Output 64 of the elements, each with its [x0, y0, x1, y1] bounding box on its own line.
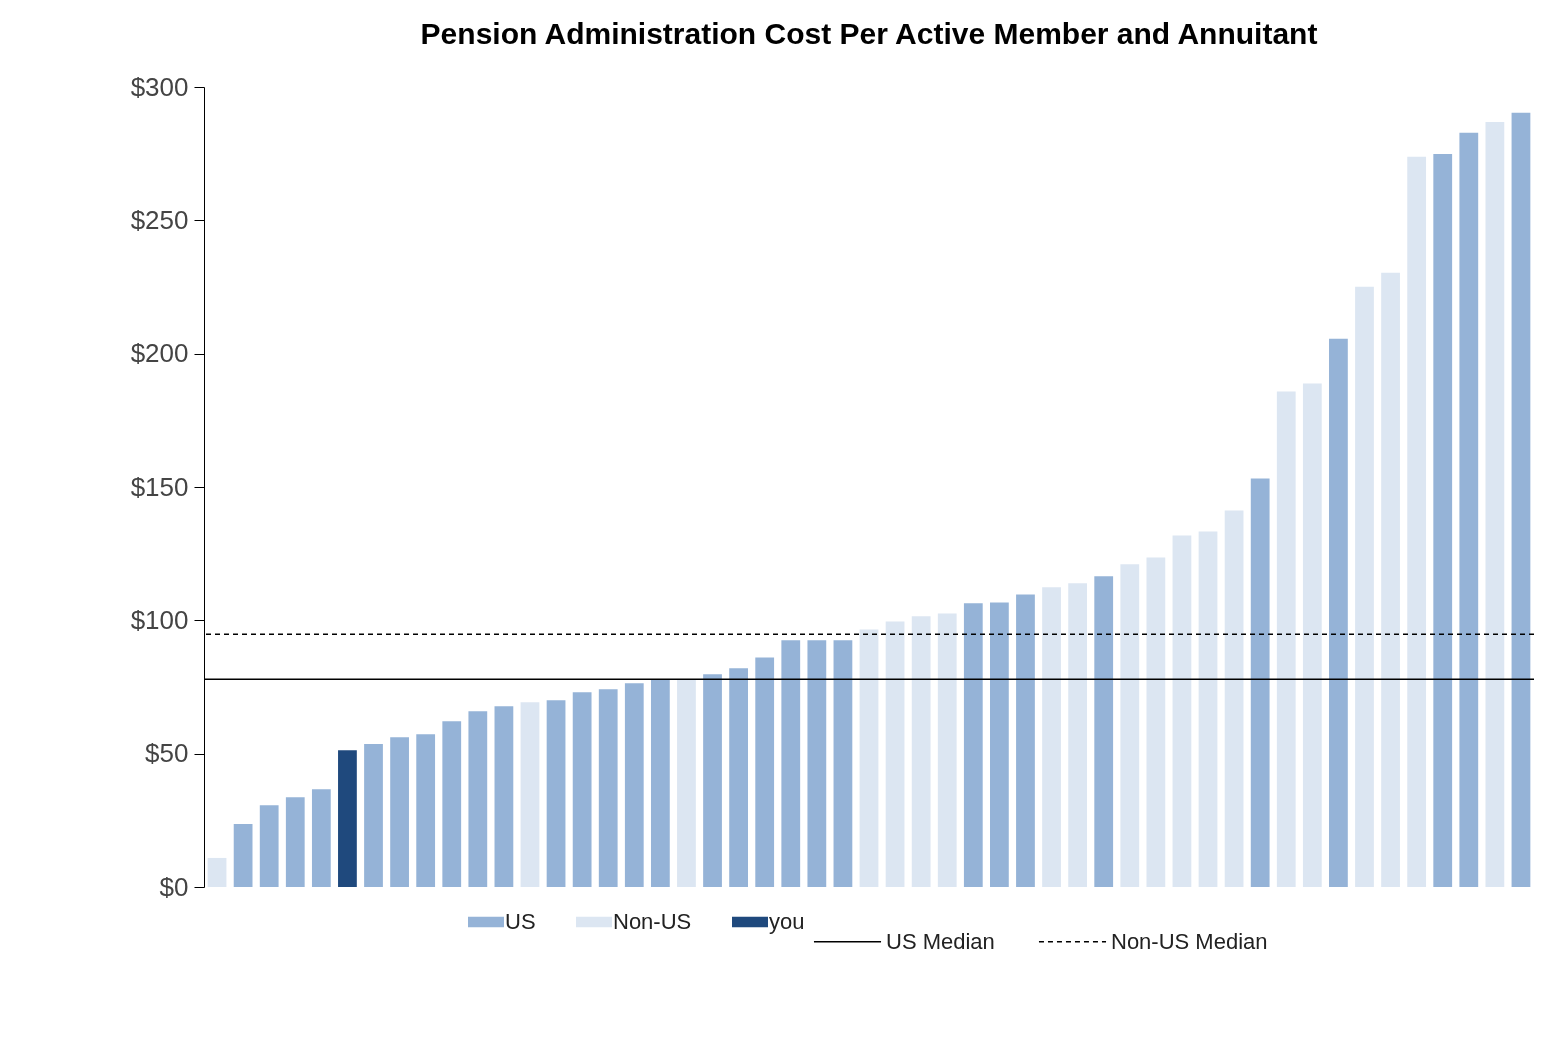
bar: [1172, 535, 1192, 887]
bar: [1433, 153, 1453, 887]
bar: [755, 657, 775, 887]
bar: [807, 640, 827, 887]
legend-label: you: [769, 909, 805, 934]
bar: [1459, 132, 1479, 887]
bar: [364, 744, 383, 887]
legend-label: Non-US: [613, 909, 692, 934]
legend-label: Non-US Median: [1111, 928, 1268, 954]
bar: [1329, 338, 1348, 887]
bar: [390, 737, 409, 887]
y-tick-label: $300: [130, 71, 189, 102]
bar: [494, 706, 514, 887]
bar: [937, 613, 957, 887]
bar: [520, 702, 540, 887]
y-tick-label: $250: [130, 204, 189, 235]
y-tick-label: $150: [130, 471, 189, 502]
bar: [833, 640, 853, 887]
bar: [259, 805, 279, 887]
bar: [1068, 583, 1088, 887]
legend-label: US Median: [886, 928, 995, 954]
bar: [1224, 510, 1244, 887]
bar: [207, 857, 227, 887]
bar: [468, 711, 488, 887]
bar: [624, 683, 644, 887]
bar: [1120, 564, 1140, 887]
legend-label: US: [505, 909, 536, 934]
bar: [990, 602, 1009, 887]
bar: [572, 692, 592, 887]
bar: [1485, 121, 1505, 887]
bar: [677, 679, 696, 887]
bar: [1511, 112, 1531, 887]
bar: [911, 616, 931, 887]
bar: [781, 640, 801, 887]
bar: [1355, 286, 1374, 887]
bar: [859, 629, 879, 887]
bar: [1094, 576, 1114, 887]
bar: [885, 621, 905, 887]
bar: [442, 721, 462, 887]
bar: [729, 668, 748, 887]
y-tick-label: $100: [130, 604, 189, 635]
bar: [1276, 391, 1296, 887]
y-tick-label: $50: [145, 738, 189, 769]
bar: [703, 674, 722, 887]
bar: [1198, 531, 1218, 887]
bar: [598, 689, 618, 887]
bar: [963, 603, 983, 887]
y-tick-label: $200: [130, 338, 189, 369]
bar: [1042, 587, 1061, 887]
bar: [1302, 383, 1322, 887]
bar: [650, 679, 670, 887]
bar: [1016, 594, 1035, 887]
bar: [338, 750, 357, 887]
bar: [1146, 557, 1166, 887]
bar: [1250, 478, 1270, 887]
bar: [416, 734, 436, 887]
bar: [311, 789, 331, 887]
bar: [546, 700, 566, 887]
bar: [285, 797, 305, 887]
bar: [233, 824, 253, 887]
y-tick-label: $0: [159, 871, 189, 902]
chart-title: Pension Administration Cost Per Active Member and Annuitant: [420, 17, 1318, 50]
bar: [1407, 156, 1427, 887]
bar: [1381, 272, 1400, 887]
